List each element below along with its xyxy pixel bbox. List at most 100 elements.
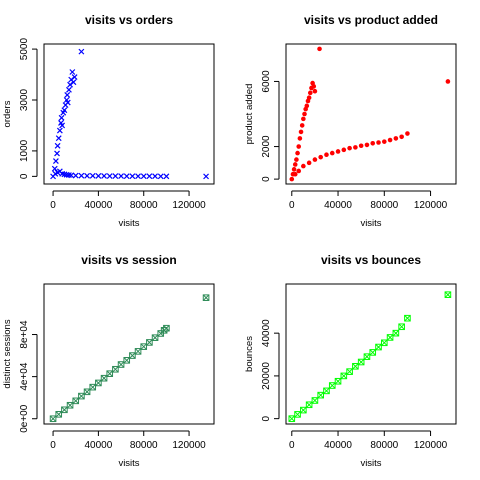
x-axis-label: visits	[118, 218, 139, 229]
data-point	[346, 368, 353, 375]
y-tick-label: 3000	[19, 88, 30, 111]
data-point	[134, 348, 142, 355]
data-point	[163, 324, 170, 332]
data-point	[118, 173, 124, 180]
data-point	[375, 343, 382, 351]
data-point	[380, 339, 388, 347]
x-tick-label: 40000	[324, 440, 352, 451]
data-point	[312, 157, 318, 162]
data-point	[129, 173, 136, 180]
data-point	[334, 377, 342, 385]
plot-frame	[43, 283, 215, 425]
data-point	[317, 46, 322, 52]
y-tick-label: 0	[261, 415, 272, 421]
data-point	[64, 99, 71, 106]
data-point	[51, 165, 58, 172]
data-point	[78, 48, 85, 55]
data-point	[78, 392, 85, 400]
data-point	[64, 91, 71, 98]
data-point	[129, 352, 136, 359]
data-point	[329, 150, 335, 156]
data-point	[157, 173, 164, 180]
data-point	[52, 158, 59, 165]
data-point	[146, 339, 153, 346]
x-axis-label: visits	[360, 218, 381, 229]
y-tick-label: 5000	[19, 38, 30, 61]
data-point	[357, 358, 365, 366]
data-point	[70, 79, 77, 86]
data-point	[299, 123, 305, 128]
panel-1: visits vs orders 0 40000 80000 120000 visits 0…	[2, 13, 215, 229]
data-point	[311, 84, 317, 89]
data-point	[67, 81, 73, 88]
data-point	[307, 90, 313, 96]
x-axis-label: visits	[118, 458, 139, 469]
plot-frame	[285, 283, 457, 425]
data-point	[135, 173, 141, 180]
data-point	[335, 149, 341, 154]
data-point	[140, 173, 147, 180]
data-point	[324, 152, 329, 157]
data-point	[66, 86, 72, 93]
x-axis: 0 40000 80000 120000	[289, 430, 448, 451]
data-point	[404, 314, 411, 322]
data-points	[50, 48, 209, 180]
data-point	[72, 172, 79, 179]
data-point	[59, 122, 66, 129]
data-point	[95, 379, 102, 387]
data-point	[55, 135, 62, 142]
data-point	[398, 323, 405, 331]
data-point	[202, 294, 210, 301]
data-point	[163, 173, 170, 180]
x-tick-label: 120000	[172, 200, 206, 211]
data-point	[353, 145, 358, 150]
data-point	[71, 74, 78, 81]
data-point	[123, 357, 131, 364]
data-point	[58, 114, 65, 121]
data-point	[297, 136, 303, 141]
chart-title: visits vs orders	[85, 13, 173, 27]
data-point	[363, 353, 371, 360]
data-point	[296, 144, 302, 149]
data-point	[301, 116, 306, 122]
data-point	[296, 168, 302, 174]
data-point	[68, 172, 75, 179]
y-tick-label: 6000	[261, 70, 272, 93]
x-tick-label: 80000	[130, 200, 158, 211]
data-point	[358, 143, 364, 149]
y-axis-label: distinct sessions	[2, 319, 13, 388]
data-point	[89, 383, 97, 391]
data-point	[445, 79, 451, 84]
data-point	[152, 173, 158, 180]
data-point	[292, 171, 298, 177]
x-axis: 0 40000 80000 120000	[50, 190, 206, 211]
data-point	[106, 370, 114, 377]
data-point	[295, 150, 300, 156]
data-point	[117, 361, 125, 368]
chart-title: visits vs bounces	[321, 253, 421, 267]
data-point	[69, 69, 76, 75]
data-point	[386, 334, 394, 341]
data-point	[312, 88, 318, 94]
data-point	[100, 374, 108, 382]
x-tick-label: 40000	[84, 440, 112, 451]
data-point	[101, 173, 107, 179]
data-point	[323, 387, 330, 395]
data-point	[106, 173, 113, 180]
data-point	[300, 406, 307, 414]
y-tick-label: 0e+00	[19, 404, 30, 433]
data-point	[340, 372, 348, 380]
data-point	[291, 167, 297, 172]
data-point	[146, 173, 153, 180]
x-tick-label: 0	[289, 440, 295, 451]
data-point	[72, 397, 80, 405]
x-axis: 0 40000 80000 120000	[50, 430, 206, 451]
data-point	[399, 134, 404, 140]
data-point	[89, 172, 96, 179]
data-points	[288, 291, 452, 422]
y-tick-label: 0	[19, 173, 30, 179]
data-point	[393, 136, 399, 141]
data-point	[301, 163, 306, 169]
y-tick-label: 8e+04	[19, 320, 30, 349]
data-point	[352, 362, 359, 370]
